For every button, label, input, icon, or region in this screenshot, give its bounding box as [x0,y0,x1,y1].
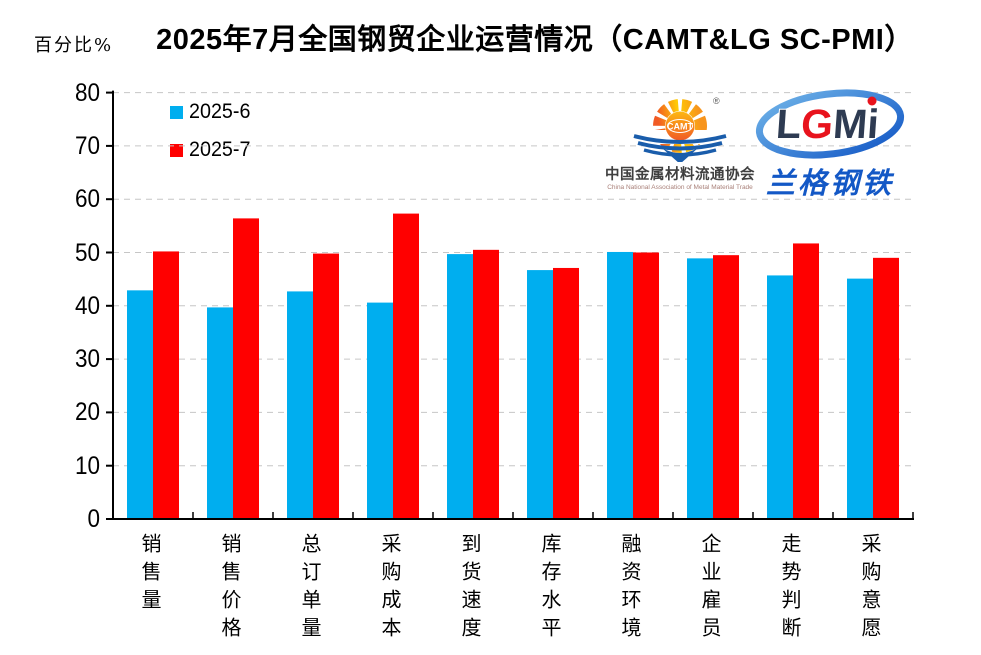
x-axis-label-融资环境: 融资环境 [618,533,642,645]
x-axis-label-总订单量: 总订单量 [298,533,322,645]
lgmi-logo: LGMi 兰格钢铁 [748,88,912,202]
legend-label-2025-6: 2025-6 [189,100,251,123]
y-axis-label-30: 30 [74,345,100,374]
bar-2025-6-销售量 [127,290,153,519]
legend-item-2025-7: 2025-7 [170,138,254,162]
camt-sun-icon: CAMT ® [633,96,727,162]
bar-2025-7-库存水平 [553,267,579,519]
legend: 2025-6 2025-7 [170,100,254,176]
lgmi-name-cn: 兰格钢铁 [765,166,894,200]
bar-2025-6-库存水平 [527,270,553,519]
camt-logo: CAMT ® 中国金属材料流通协会 China National Associa… [604,86,756,191]
bar-2025-7-采购成本 [393,213,419,519]
lgmi-i-dot-icon [867,96,877,106]
bar-2025-6-走势判断 [767,275,793,519]
chart-title: 2025年7月全国钢贸企业运营情况（CAMT&LG SC-PMI） [156,24,914,56]
bar-2025-7-走势判断 [793,243,819,519]
x-axis-label-采购成本: 采购成本 [378,533,402,645]
y-axis-label-60: 60 [74,185,100,214]
bar-2025-7-到货速度 [473,249,499,519]
legend-item-2025-6: 2025-6 [170,100,254,124]
y-axis-label-10: 10 [74,451,100,480]
legend-swatch-blue [170,105,183,119]
y-axis-unit-label: 百分比% [34,35,114,56]
bar-2025-7-企业雇员 [713,255,739,520]
lgmi-acronym: LGMi [775,101,881,147]
x-axis-label-企业雇员: 企业雇员 [698,533,722,645]
y-axis-label-0: 0 [87,505,100,533]
y-axis-label-70: 70 [74,131,100,160]
bar-2025-7-融资环境 [633,252,659,519]
x-axis-label-走势判断: 走势判断 [778,533,802,645]
y-axis-label-50: 50 [74,238,100,267]
bar-2025-7-销售量 [153,251,179,519]
legend-label-2025-7: 2025-7 [189,138,251,161]
registered-trademark-icon: ® [713,96,720,106]
bar-2025-7-采购意愿 [873,257,899,519]
bar-2025-6-企业雇员 [687,258,713,519]
x-axis-label-销售价格: 销售价格 [218,533,242,645]
bar-2025-6-销售价格 [207,307,233,519]
lgmi-ellipse-icon: LGMi [755,89,905,159]
camt-name-cn: 中国金属材料流通协会 [605,167,755,183]
bar-2025-6-融资环境 [607,251,633,520]
x-axis-label-采购意愿: 采购意愿 [858,533,882,645]
bar-2025-6-到货速度 [447,254,473,519]
x-axis-label-库存水平: 库存水平 [538,533,562,645]
y-axis-label-80: 80 [74,78,100,107]
y-axis-label-40: 40 [74,291,100,320]
legend-swatch-red [170,143,183,157]
bar-2025-7-销售价格 [233,218,259,519]
x-axis-label-到货速度: 到货速度 [458,533,482,645]
camt-name-en: China National Association of Metal Mate… [607,184,753,191]
x-axis-label-销售量: 销售量 [138,533,162,617]
bar-2025-6-采购成本 [367,302,393,519]
camt-acronym: CAMT [667,122,693,132]
camt-wave-icon [633,134,727,162]
bar-2025-6-总订单量 [287,291,313,519]
bar-2025-6-采购意愿 [847,278,873,519]
y-axis-label-20: 20 [74,398,100,427]
bar-2025-7-总订单量 [313,253,339,520]
